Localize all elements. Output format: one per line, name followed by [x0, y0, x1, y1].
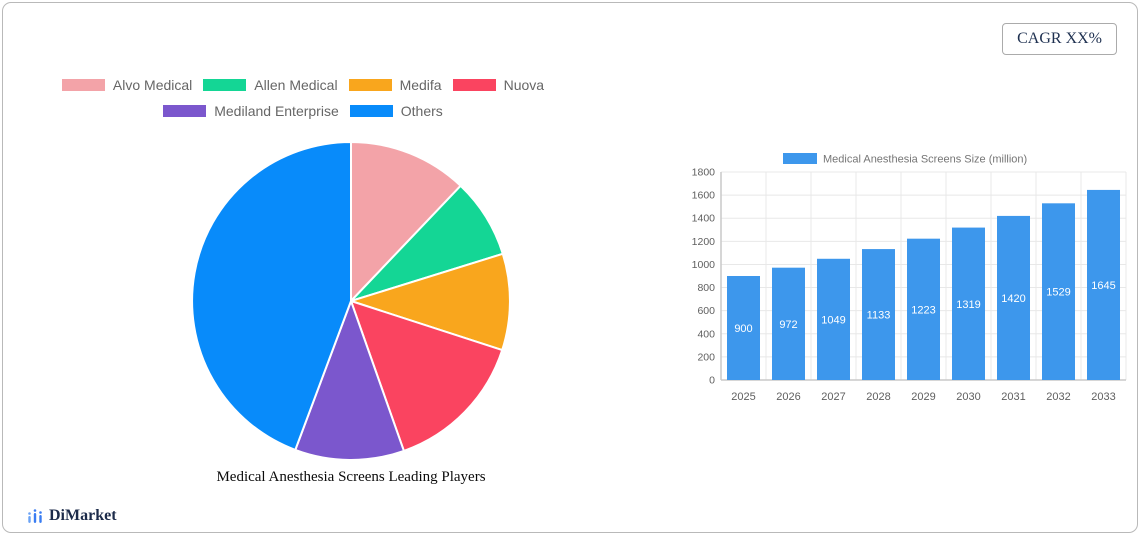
- y-tick-label: 400: [697, 328, 715, 340]
- legend-item-mediland-enterprise: Mediland Enterprise: [163, 103, 339, 119]
- pie-slice-nuova: [350, 300, 504, 452]
- y-tick-label: 1800: [692, 167, 716, 179]
- legend-item-alvo-medical: Alvo Medical: [61, 77, 193, 93]
- y-tick-label: 800: [697, 282, 715, 294]
- bar-chart-icon: [28, 509, 42, 523]
- bar-value-label: 1529: [1046, 287, 1070, 299]
- bar-value-label: 1223: [911, 304, 935, 316]
- x-tick-label: 2028: [866, 391, 890, 403]
- x-tick-label: 2026: [776, 391, 800, 403]
- legend-swatch: [349, 105, 393, 117]
- cagr-badge: CAGR XX%: [1002, 23, 1117, 55]
- y-tick-label: 1400: [692, 213, 716, 225]
- bar-value-label: 1133: [867, 310, 891, 322]
- x-tick-label: 2033: [1091, 391, 1115, 403]
- bar-2032: [1042, 203, 1075, 380]
- bar-legend-label: Medical Anesthesia Screens Size (million…: [823, 154, 1027, 166]
- y-tick-label: 1000: [692, 259, 716, 271]
- bar-2028: [862, 249, 895, 380]
- bar-chart: Medical Anesthesia Screens Size (million…: [692, 153, 1127, 403]
- legend-item-nuova: Nuova: [452, 77, 545, 93]
- legend-swatch: [348, 79, 392, 91]
- legend-swatch: [61, 79, 105, 91]
- bar-value-label: 900: [734, 323, 752, 335]
- legend-label: Allen Medical: [254, 77, 338, 93]
- pie-legend-row: Alvo Medical Allen Medical Medifa Nuova: [61, 77, 545, 93]
- pie-legend: Alvo Medical Allen Medical Medifa Nuova Medi…: [3, 77, 603, 119]
- cagr-label: CAGR XX%: [1017, 30, 1102, 47]
- bar-2033: [1087, 189, 1120, 380]
- x-tick-label: 2025: [731, 391, 755, 403]
- legend-swatch: [203, 79, 247, 91]
- y-tick-label: 600: [697, 305, 715, 317]
- y-tick-label: 0: [709, 375, 715, 387]
- bar-legend-swatch: [783, 153, 817, 164]
- pie-slice-mediland-enterprise: [294, 300, 405, 461]
- bar-value-label: 1645: [1091, 280, 1115, 292]
- x-tick-label: 2029: [911, 391, 935, 403]
- x-tick-label: 2027: [821, 391, 845, 403]
- legend-label: Medifa: [399, 77, 442, 93]
- bar-value-label: 1049: [821, 314, 845, 326]
- bar-2026: [772, 267, 805, 380]
- bar-value-label: 1319: [956, 299, 980, 311]
- bar-2031: [997, 215, 1030, 380]
- pie-chart-title: Medical Anesthesia Screens Leading Playe…: [216, 469, 486, 485]
- pie-legend-row: Mediland Enterprise Others: [163, 103, 443, 119]
- legend-item-allen-medical: Allen Medical: [203, 77, 338, 93]
- legend-label: Alvo Medical: [112, 77, 193, 93]
- bar-2030: [952, 227, 985, 380]
- x-tick-label: 2032: [1046, 391, 1070, 403]
- x-tick-label: 2030: [956, 391, 980, 403]
- pie-chart: [191, 141, 511, 461]
- y-tick-label: 1600: [692, 190, 716, 202]
- brand-name: DiMarket: [49, 507, 117, 524]
- legend-label: Mediland Enterprise: [214, 103, 339, 119]
- legend-label: Nuova: [503, 77, 545, 93]
- bar-2025: [727, 276, 760, 380]
- y-tick-label: 1200: [692, 236, 716, 248]
- pie-slice-medifa: [350, 252, 511, 352]
- x-tick-label: 2031: [1001, 391, 1025, 403]
- bar-value-label: 972: [779, 319, 797, 331]
- legend-label: Others: [400, 103, 443, 119]
- pie-slice-others: [191, 141, 352, 451]
- bar-2029: [907, 238, 940, 380]
- legend-item-others: Others: [349, 103, 443, 119]
- bar-2027: [817, 258, 850, 380]
- bar-value-label: 1420: [1001, 293, 1025, 305]
- brand-logo: DiMarket: [27, 507, 117, 524]
- pie-slice-alvo-medical: [350, 141, 462, 302]
- y-tick-label: 200: [697, 351, 715, 363]
- legend-item-medifa: Medifa: [348, 77, 442, 93]
- legend-swatch: [452, 79, 496, 91]
- legend-swatch: [163, 105, 207, 117]
